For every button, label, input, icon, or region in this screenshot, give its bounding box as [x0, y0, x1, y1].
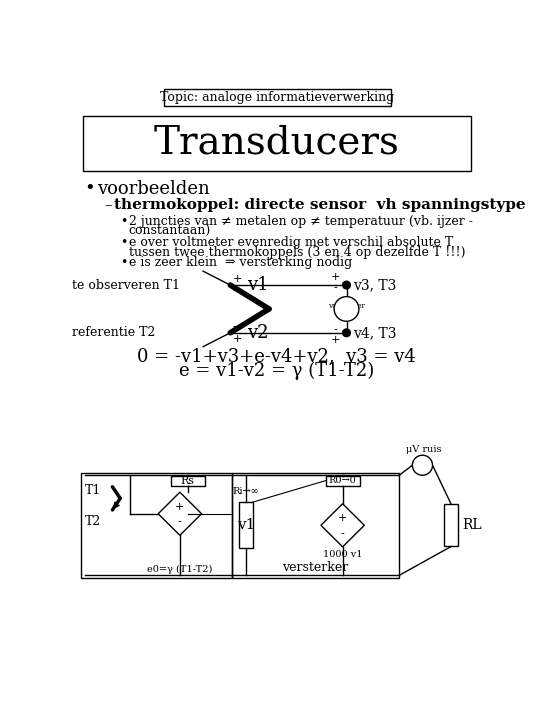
- Text: -: -: [334, 283, 338, 293]
- Text: v2: v2: [247, 324, 269, 342]
- Text: Ri→∞: Ri→∞: [232, 487, 259, 496]
- Text: thermokoppel: directe sensor  vh spanningstype: thermokoppel: directe sensor vh spanning…: [114, 198, 525, 212]
- Text: Topic: analoge informatieverwerking: Topic: analoge informatieverwerking: [160, 91, 395, 104]
- Text: Rs: Rs: [180, 476, 194, 485]
- Bar: [171, 476, 205, 486]
- Text: •: •: [85, 180, 95, 198]
- Text: +: +: [414, 457, 422, 466]
- Text: R0→0: R0→0: [329, 476, 356, 485]
- Text: +: +: [233, 274, 242, 284]
- Circle shape: [413, 455, 433, 475]
- Text: e over voltmeter evenredig met verschil absolute T: e over voltmeter evenredig met verschil …: [129, 235, 453, 249]
- Text: •: •: [120, 256, 127, 269]
- Text: Transducers: Transducers: [154, 125, 400, 162]
- Text: RL: RL: [462, 518, 482, 532]
- Text: -: -: [233, 322, 237, 332]
- Text: +: +: [338, 513, 347, 523]
- Text: 1000 v1: 1000 v1: [323, 550, 362, 559]
- Text: -: -: [233, 287, 237, 296]
- Bar: [83, 116, 470, 171]
- Text: v1: v1: [247, 276, 269, 294]
- Text: v3, T3: v3, T3: [353, 278, 396, 292]
- Text: +: +: [175, 502, 185, 512]
- Text: voorbeelden: voorbeelden: [97, 180, 210, 198]
- Text: R=∞: R=∞: [336, 308, 357, 318]
- Text: 0 = -v1+v3+e-v4+v2,  v3 = v4: 0 = -v1+v3+e-v4+v2, v3 = v4: [137, 347, 416, 365]
- Text: tussen twee thermokoppels (3 en 4 op dezelfde T !!!): tussen twee thermokoppels (3 en 4 op dez…: [129, 246, 465, 258]
- Bar: [164, 89, 390, 106]
- Bar: [82, 473, 232, 577]
- Bar: [239, 503, 253, 549]
- Text: -: -: [334, 325, 338, 335]
- Text: constantaan): constantaan): [129, 225, 211, 238]
- Text: voltmeter: voltmeter: [328, 302, 365, 310]
- Bar: [232, 473, 399, 577]
- Text: +: +: [233, 334, 242, 344]
- Text: v1: v1: [237, 518, 255, 532]
- Text: •: •: [120, 235, 127, 249]
- Bar: [444, 504, 458, 546]
- Circle shape: [334, 297, 359, 321]
- Text: T1: T1: [85, 484, 101, 497]
- Text: μV ruis: μV ruis: [406, 445, 442, 454]
- Bar: [326, 476, 360, 486]
- Text: e is zeer klein  ⇒ versterking nodig: e is zeer klein ⇒ versterking nodig: [129, 256, 352, 269]
- Text: -: -: [341, 528, 345, 539]
- Text: e0=γ (T1-T2): e0=γ (T1-T2): [147, 564, 213, 574]
- Text: te observeren T1: te observeren T1: [72, 279, 180, 292]
- Text: 2 juncties van ≠ metalen op ≠ temperatuur (vb. ijzer -: 2 juncties van ≠ metalen op ≠ temperatuu…: [129, 215, 472, 228]
- Text: •: •: [120, 215, 127, 228]
- Text: -: -: [426, 463, 429, 472]
- Circle shape: [342, 329, 350, 337]
- Text: e = v1-v2 = γ (T1-T2): e = v1-v2 = γ (T1-T2): [179, 362, 374, 380]
- Text: T2: T2: [85, 515, 101, 528]
- Text: referentie T2: referentie T2: [72, 326, 156, 339]
- Text: +: +: [331, 272, 340, 282]
- Text: versterker: versterker: [282, 561, 349, 574]
- Text: -: -: [178, 517, 182, 527]
- Text: +: +: [331, 336, 340, 346]
- Text: v4, T3: v4, T3: [353, 325, 396, 340]
- Text: –: –: [105, 198, 112, 212]
- Circle shape: [342, 282, 350, 289]
